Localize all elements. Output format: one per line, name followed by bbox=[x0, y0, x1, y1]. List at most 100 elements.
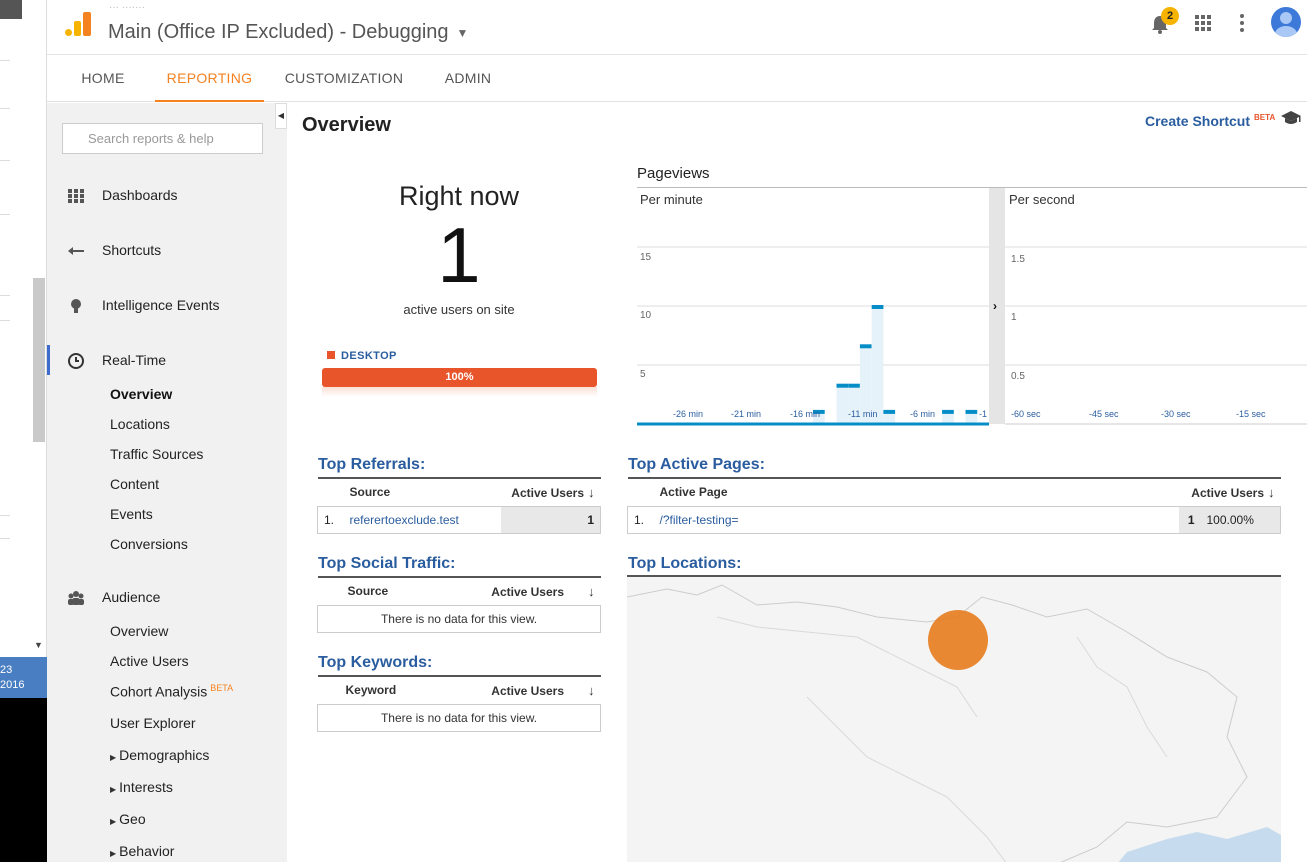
referral-source-link[interactable]: referertoexclude.test bbox=[343, 506, 501, 534]
create-shortcut-link[interactable]: Create Shortcut BETA bbox=[1145, 113, 1275, 129]
sidebar-item-real-time[interactable]: Real-Time bbox=[47, 345, 287, 375]
x-tick-label: -11 min bbox=[848, 409, 877, 419]
sidebar-subitem-audience-overview[interactable]: Overview bbox=[110, 623, 169, 639]
y-tick-label: 5 bbox=[640, 369, 646, 380]
sidebar-subitem-events[interactable]: Events bbox=[110, 506, 153, 522]
search-input[interactable]: Search reports & help bbox=[62, 123, 263, 154]
chevron-right-icon[interactable]: › bbox=[993, 299, 997, 313]
pageviews-chart-svg: Per minute 15 10 5 -26 min -21 min -16 m… bbox=[637, 188, 1307, 426]
bar-cap[interactable] bbox=[965, 409, 978, 414]
col-active-page[interactable]: Active Page bbox=[653, 477, 1179, 507]
main-tabs: HOME REPORTING CUSTOMIZATION ADMIN bbox=[47, 56, 1307, 102]
shortcut-arrow-icon bbox=[68, 247, 84, 255]
bar-cap[interactable] bbox=[883, 409, 896, 414]
sidebar: Search reports & help Dashboards Shortcu… bbox=[47, 103, 287, 862]
beta-badge: BETA bbox=[1254, 113, 1276, 123]
graduation-cap-icon[interactable] bbox=[1281, 111, 1301, 125]
notification-badge[interactable]: 2 bbox=[1161, 7, 1179, 25]
col-keyword[interactable]: Keyword bbox=[317, 675, 438, 705]
sidebar-subitem-demographics[interactable]: ▶ Demographics bbox=[110, 747, 209, 763]
x-tick-label: -26 min bbox=[673, 409, 703, 419]
beta-badge: BETA bbox=[210, 683, 234, 693]
bar-cap[interactable] bbox=[859, 344, 872, 349]
col-active-users[interactable]: Active Users ↓ bbox=[437, 675, 601, 705]
col-active-users[interactable]: Active Users ↓ bbox=[500, 477, 601, 507]
sidebar-subitem-traffic-sources[interactable]: Traffic Sources bbox=[110, 446, 204, 462]
bar-fill bbox=[848, 384, 860, 424]
people-icon bbox=[68, 591, 84, 605]
col-source[interactable]: Source bbox=[343, 477, 501, 507]
bar-cap[interactable] bbox=[813, 409, 825, 414]
sidebar-subitem-geo[interactable]: ▶ Geo bbox=[110, 811, 146, 827]
tab-reporting[interactable]: REPORTING bbox=[155, 56, 264, 102]
sidebar-item-label: Audience bbox=[102, 589, 161, 605]
window-thumbnail[interactable] bbox=[0, 0, 22, 19]
black-panel bbox=[0, 698, 47, 862]
sidebar-item-shortcuts[interactable]: Shortcuts bbox=[47, 235, 287, 265]
map-svg bbox=[627, 584, 1281, 862]
sidebar-subitem-cohort-analysis[interactable]: Cohort Analysis BETA bbox=[110, 683, 233, 700]
expand-triangle-icon: ▶ bbox=[110, 817, 117, 826]
row-percent: 100.00% bbox=[1200, 506, 1281, 534]
bar-cap[interactable] bbox=[871, 305, 884, 309]
y-tick-label: 15 bbox=[640, 252, 652, 263]
interests-label: Interests bbox=[119, 779, 173, 795]
x-tick-label: -21 min bbox=[731, 409, 761, 419]
y-tick-label: 1.5 bbox=[1011, 254, 1025, 265]
per-second-label: Per second bbox=[1009, 192, 1075, 207]
collapse-sidebar-button[interactable]: ◀ bbox=[275, 103, 287, 129]
bar-cap[interactable] bbox=[836, 383, 849, 388]
col-source[interactable]: Source bbox=[317, 576, 431, 606]
sidebar-subitem-locations[interactable]: Locations bbox=[110, 416, 170, 432]
apps-grid-icon[interactable] bbox=[1195, 15, 1211, 31]
tab-admin[interactable]: ADMIN bbox=[444, 70, 492, 86]
active-page-link[interactable]: /?filter-testing= bbox=[653, 506, 1179, 534]
sidebar-subitem-user-explorer[interactable]: User Explorer bbox=[110, 715, 196, 731]
bar-fill bbox=[813, 410, 825, 424]
tab-customization[interactable]: CUSTOMIZATION bbox=[284, 70, 404, 86]
legend-swatch bbox=[327, 351, 335, 359]
chevron-down-icon: ▼ bbox=[456, 25, 469, 40]
clock-icon bbox=[68, 353, 84, 369]
divider bbox=[0, 60, 10, 61]
avatar[interactable] bbox=[1271, 7, 1301, 37]
bar-cap[interactable] bbox=[848, 383, 860, 388]
bar-cap[interactable] bbox=[942, 409, 954, 414]
border-line bbox=[627, 584, 1248, 862]
sidebar-subitem-realtime-overview[interactable]: Overview bbox=[110, 386, 173, 402]
sidebar-subitem-behavior[interactable]: ▶ Behavior bbox=[110, 843, 174, 859]
device-label: DESKTOP bbox=[341, 350, 397, 362]
more-options-icon[interactable] bbox=[1240, 14, 1244, 32]
region-line bbox=[716, 616, 978, 718]
col-active-users-label: Active Users bbox=[491, 683, 564, 698]
sidebar-subitem-active-users[interactable]: Active Users bbox=[110, 653, 189, 669]
row-rank: 1. bbox=[317, 506, 344, 534]
divider bbox=[0, 320, 10, 321]
top-keywords-table: Keyword Active Users ↓ There is no data f… bbox=[317, 675, 601, 732]
divider bbox=[0, 108, 10, 109]
sidebar-item-audience[interactable]: Audience bbox=[47, 582, 287, 612]
location-marker[interactable] bbox=[928, 610, 988, 670]
device-legend: DESKTOP bbox=[327, 350, 397, 362]
sidebar-item-intelligence-events[interactable]: Intelligence Events bbox=[47, 290, 287, 320]
property-view-name: Main (Office IP Excluded) - Debugging bbox=[108, 21, 449, 43]
sidebar-subitem-interests[interactable]: ▶ Interests bbox=[110, 779, 173, 795]
locations-map[interactable] bbox=[627, 575, 1281, 862]
col-active-users[interactable]: Active Users ↓ bbox=[1178, 477, 1281, 507]
scrollbar-thumb[interactable] bbox=[33, 278, 45, 442]
property-selector[interactable]: Main (Office IP Excluded) - Debugging ▼ bbox=[108, 21, 468, 44]
row-users: 1 bbox=[1178, 506, 1201, 534]
x-tick-label: -60 sec bbox=[1011, 409, 1041, 419]
pageviews-bars bbox=[813, 305, 978, 424]
scroll-down-icon[interactable]: ▼ bbox=[34, 640, 43, 650]
sidebar-subitem-conversions[interactable]: Conversions bbox=[110, 536, 188, 552]
top-keywords-title: Top Keywords: bbox=[318, 654, 433, 671]
col-active-users[interactable]: Active Users ↓ bbox=[430, 576, 601, 606]
analytics-logo-icon[interactable] bbox=[65, 12, 91, 36]
tab-home[interactable]: HOME bbox=[81, 70, 125, 86]
col-active-users-label: Active Users bbox=[491, 584, 564, 599]
sidebar-item-dashboards[interactable]: Dashboards bbox=[47, 180, 287, 210]
calendar-date: 23 2016 bbox=[0, 657, 47, 698]
bar-fill bbox=[836, 384, 849, 424]
sidebar-subitem-content[interactable]: Content bbox=[110, 476, 160, 492]
